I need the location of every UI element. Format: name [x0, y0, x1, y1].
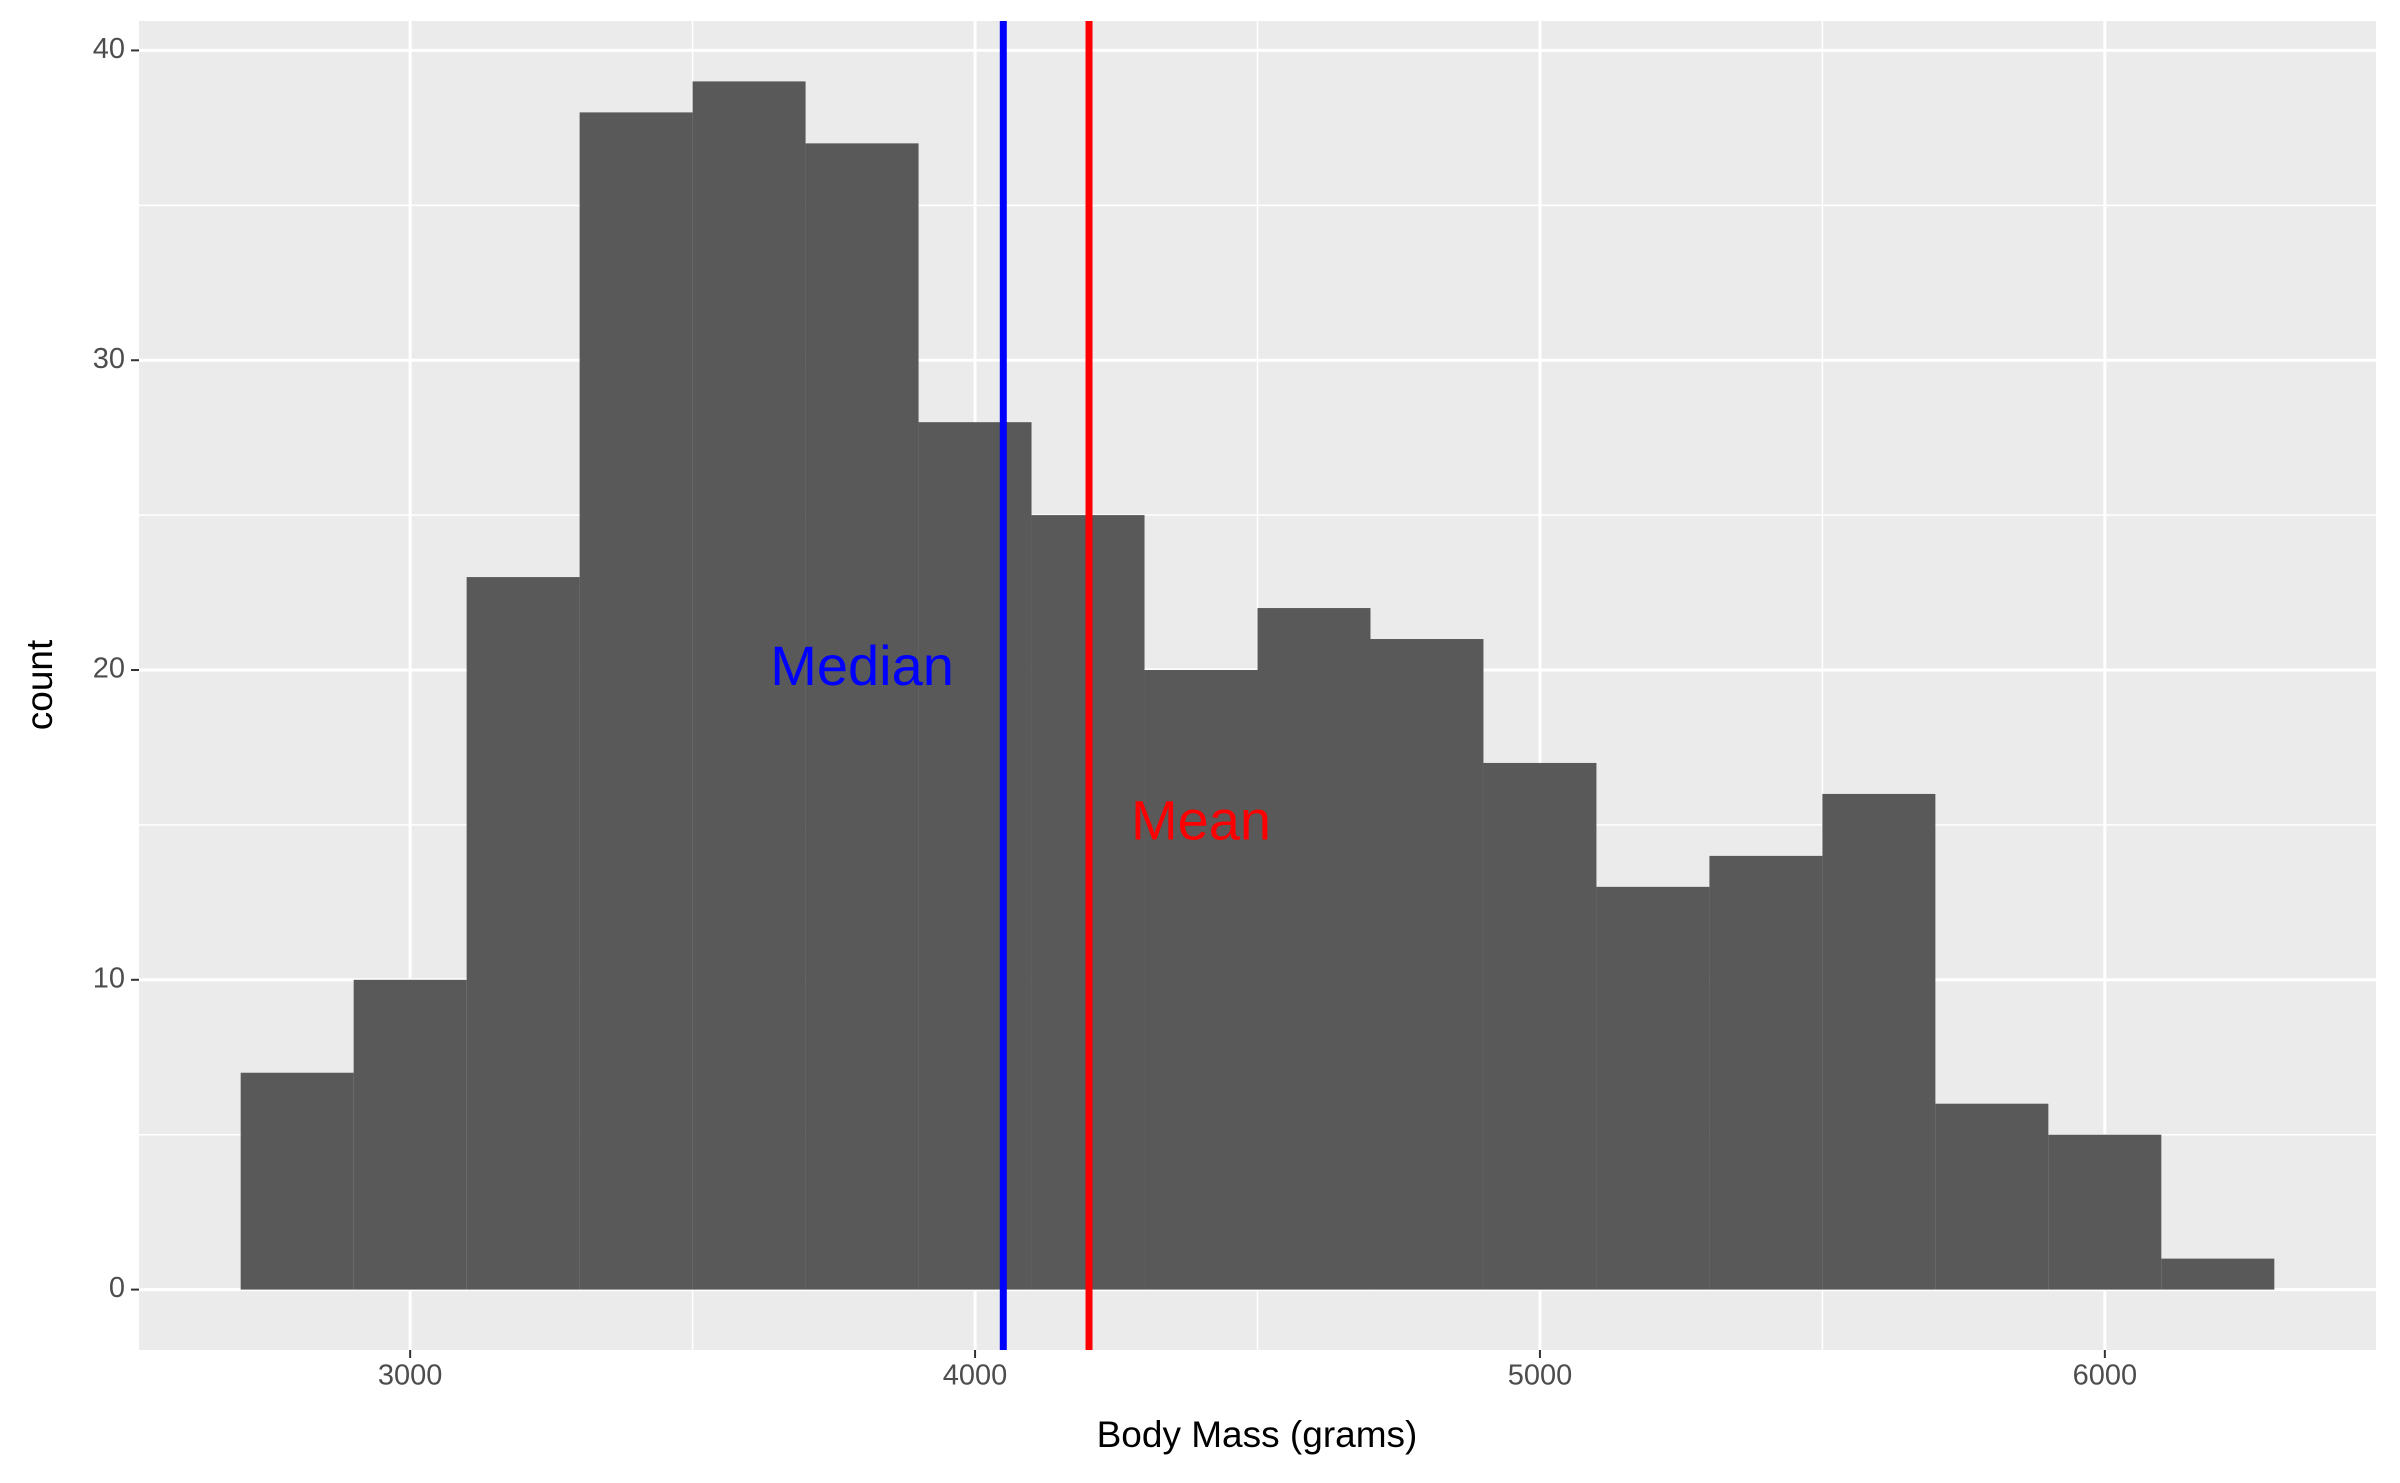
bar	[240, 1072, 354, 1290]
bar	[2048, 1134, 2162, 1290]
bar	[2161, 1258, 2275, 1290]
bar	[1935, 1103, 2049, 1290]
bar	[466, 577, 580, 1290]
y-tick-label: 20	[93, 653, 125, 685]
bar	[579, 112, 693, 1290]
bar	[805, 143, 919, 1290]
bar	[1257, 608, 1371, 1290]
bar	[353, 979, 467, 1290]
y-tick-label: 30	[93, 343, 125, 375]
x-axis-title: Body Mass (grams)	[1097, 1414, 1418, 1455]
x-tick-label: 4000	[943, 1360, 1008, 1392]
bar	[1483, 762, 1597, 1290]
y-tick-label: 40	[93, 33, 125, 65]
bar	[1144, 670, 1258, 1290]
annotation: Median	[770, 634, 954, 697]
y-axis-title: count	[19, 639, 60, 730]
x-tick-label: 6000	[2073, 1360, 2138, 1392]
bar	[692, 81, 806, 1290]
bar	[1596, 886, 1710, 1290]
x-tick-label: 5000	[1508, 1360, 1573, 1392]
x-tick-label: 3000	[378, 1360, 443, 1392]
bar	[1370, 639, 1484, 1290]
y-tick-label: 0	[109, 1272, 125, 1304]
bar	[1709, 855, 1823, 1290]
bar	[1822, 793, 1936, 1290]
bar	[918, 422, 1032, 1290]
y-tick-label: 10	[93, 962, 125, 994]
annotation: Mean	[1131, 789, 1271, 852]
